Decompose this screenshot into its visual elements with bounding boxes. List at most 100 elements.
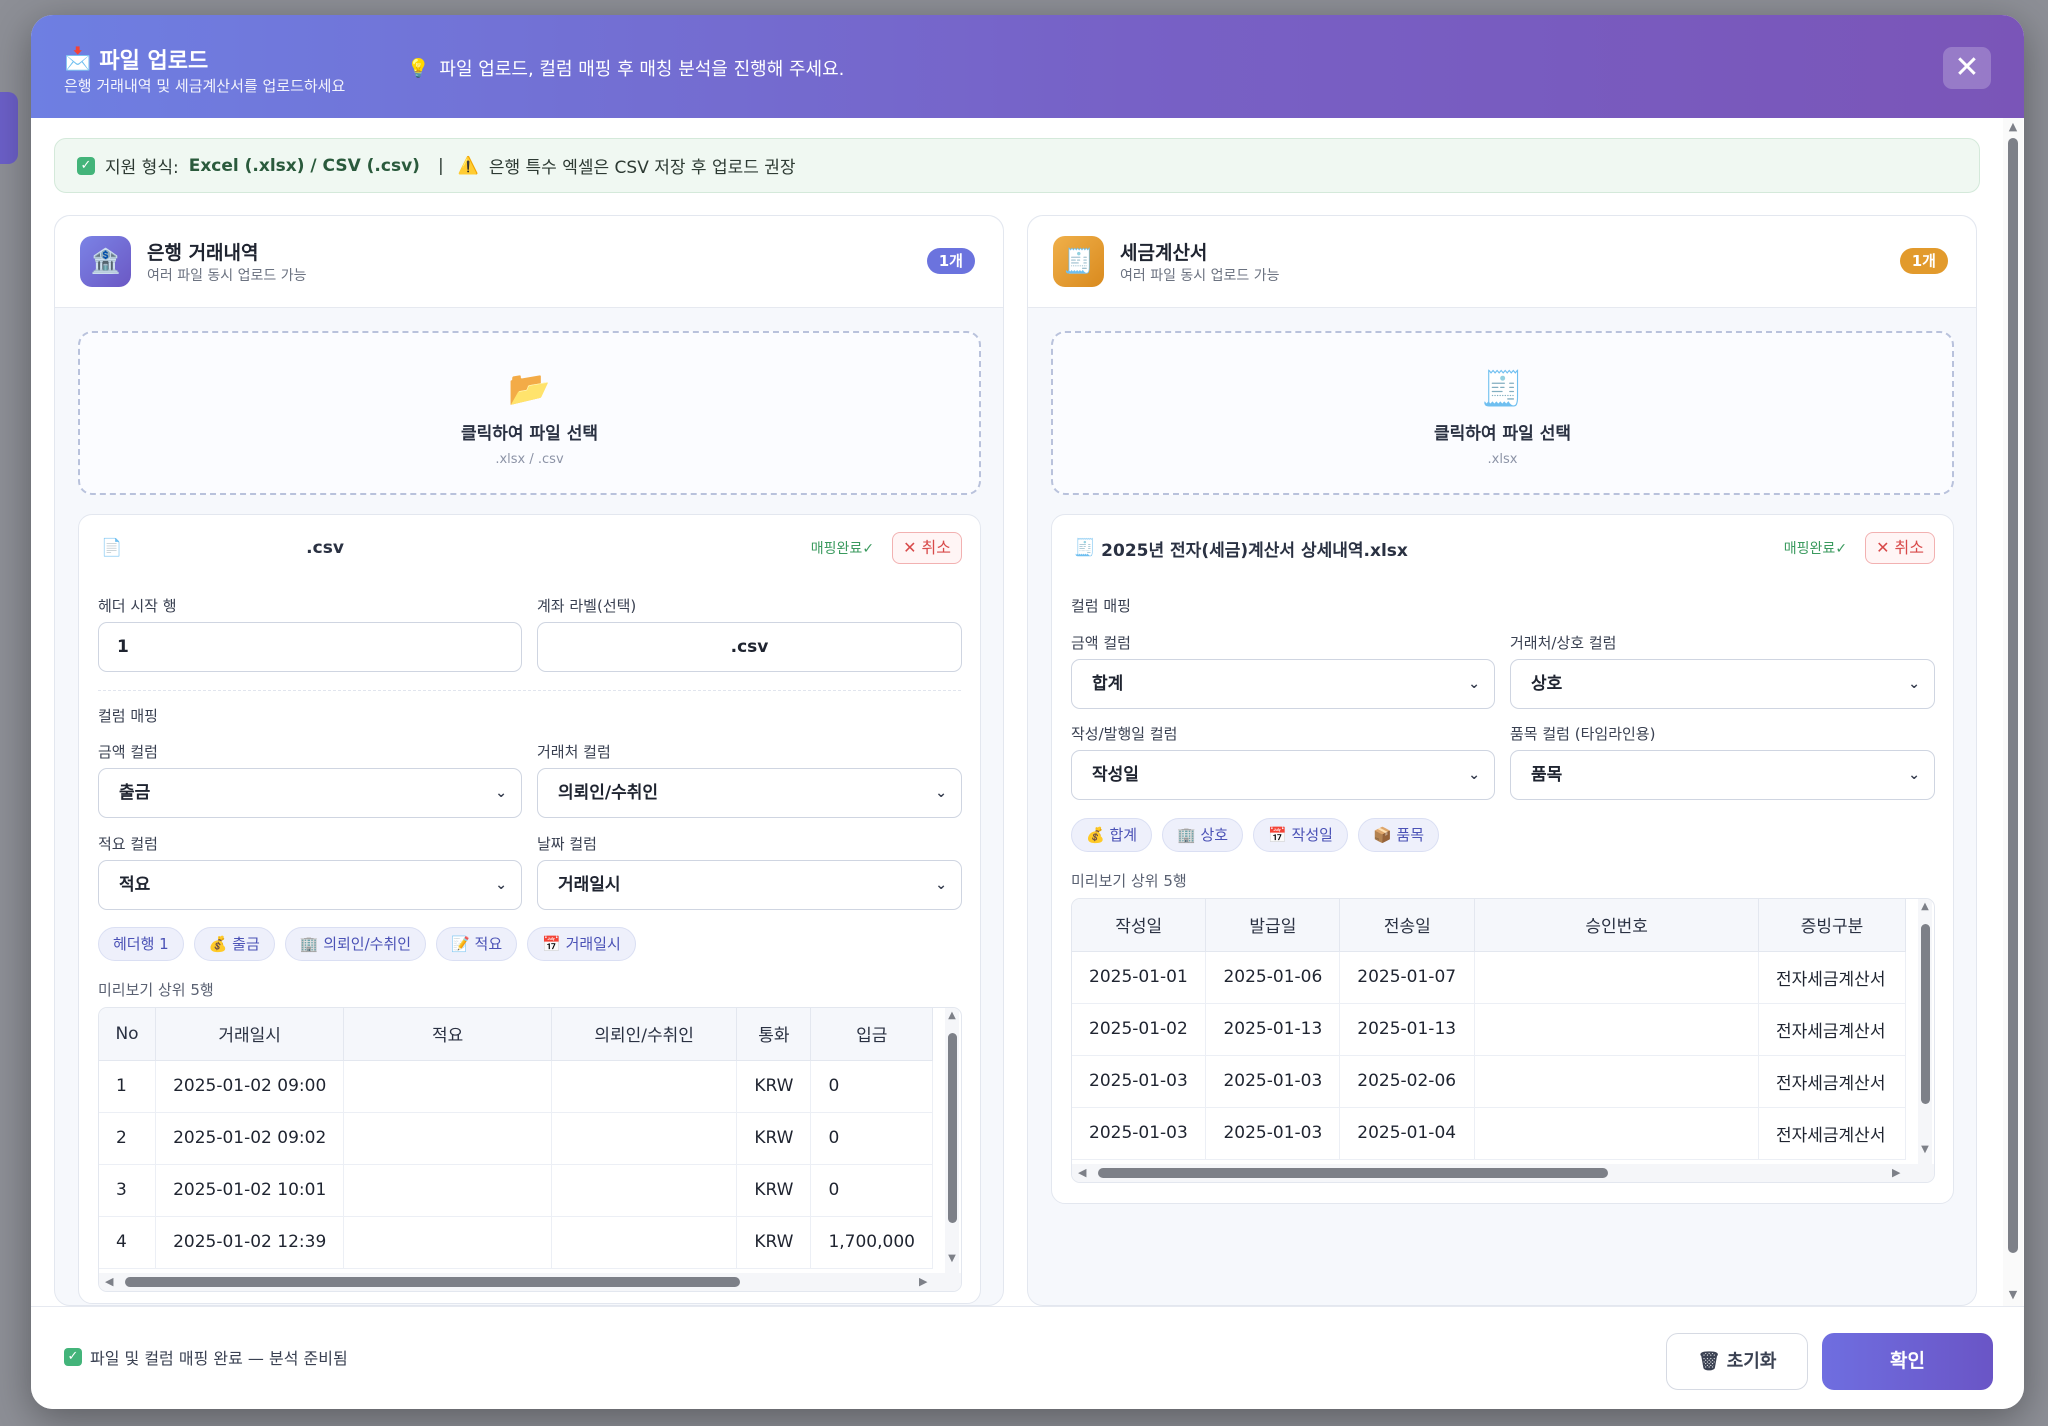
column-header: No — [99, 1008, 157, 1061]
tax-party-column-label: 거래처/상호 컬럼 — [1510, 634, 1617, 652]
tax-amount-column-select[interactable]: 합계 ⌄ — [1071, 659, 1495, 709]
scrollbar-thumb[interactable] — [2008, 138, 2018, 1253]
table-cell: 4 — [99, 1216, 157, 1269]
column-header: 작성일 — [1072, 899, 1207, 952]
tax-panel-subtitle: 여러 파일 동시 업로드 가능 — [1120, 268, 1280, 284]
table-cell — [1474, 951, 1759, 1004]
chevron-down-icon: ⌄ — [495, 877, 507, 893]
tax-cancel-button[interactable]: ✕ 취소 — [1865, 532, 1935, 564]
tax-party-column-value: 상호 — [1531, 674, 1563, 694]
tax-date-column-select[interactable]: 작성일 ⌄ — [1071, 750, 1495, 800]
tax-mapping-chips: 💰 합계 🏢 상호 📅 작성일 📦 품목 — [1071, 818, 1439, 852]
scrollbar-thumb[interactable] — [1921, 924, 1930, 1104]
table-cell — [551, 1164, 738, 1217]
tax-table-vertical-scrollbar[interactable]: ▲ ▼ — [1918, 899, 1932, 1164]
bank-table-horizontal-scrollbar[interactable]: ◀ ▶ — [99, 1273, 961, 1291]
table-row: 4 2025-01-02 12:39 KRW 1,700,000 — [99, 1216, 933, 1269]
format-warning: 은행 특수 엑셀은 CSV 저장 후 업로드 권장 — [488, 158, 796, 178]
table-cell: 0 — [810, 1060, 933, 1113]
tax-dropzone-formats: .xlsx — [1487, 452, 1518, 467]
table-cell: 2 — [99, 1112, 157, 1165]
bank-table-vertical-scrollbar[interactable]: ▲ ▼ — [945, 1008, 959, 1273]
table-cell: KRW — [736, 1164, 812, 1217]
table-cell — [551, 1060, 738, 1113]
tax-party-column-select[interactable]: 상호 ⌄ — [1510, 659, 1935, 709]
tax-item-column-select[interactable]: 품목 ⌄ — [1510, 750, 1935, 800]
tax-file-row: 🧾 2025년 전자(세금)계산서 상세내역.xlsx 매핑완료✓ ✕ 취소 — [1074, 531, 1935, 565]
table-cell: KRW — [736, 1216, 812, 1269]
bank-amount-column-select[interactable]: 출금 ⌄ — [98, 768, 522, 818]
scroll-down-arrow-icon[interactable]: ▼ — [1921, 1144, 1929, 1155]
tax-amount-column-label: 금액 컬럼 — [1071, 634, 1131, 652]
table-cell — [343, 1216, 552, 1269]
bank-mapping-status: 매핑완료✓ — [810, 541, 875, 557]
scroll-right-arrow-icon[interactable]: ▶ — [1892, 1166, 1901, 1179]
column-header: 입금 — [810, 1008, 933, 1061]
table-cell — [1474, 1107, 1759, 1160]
column-header: 승인번호 — [1474, 899, 1759, 952]
tax-table-horizontal-scrollbar[interactable]: ◀ ▶ — [1072, 1164, 1934, 1182]
mapping-chip: 🏢 의뢰인/수취인 — [284, 927, 427, 961]
warning-icon: ⚠️ — [457, 155, 479, 176]
table-row: 1 2025-01-02 09:00 KRW 0 — [99, 1060, 933, 1113]
table-cell: 2025-01-02 — [1072, 1003, 1207, 1056]
bank-panel: 🏦 은행 거래내역 여러 파일 동시 업로드 가능 1개 📂 클릭하여 파일 선… — [54, 215, 1004, 1306]
column-header: 증빙구분 — [1758, 899, 1907, 952]
table-row: 2025-01-01 2025-01-06 2025-01-07 전자세금계산서 — [1072, 951, 1907, 1004]
scrollbar-thumb[interactable] — [1098, 1168, 1608, 1178]
tax-preview-label: 미리보기 상위 5행 — [1071, 872, 1187, 890]
table-cell — [551, 1216, 738, 1269]
bank-panel-title: 은행 거래내역 — [147, 242, 259, 264]
table-cell: 1,700,000 — [810, 1216, 933, 1269]
scroll-down-arrow-icon[interactable]: ▼ — [948, 1253, 956, 1264]
table-cell: 2025-01-01 — [1072, 951, 1207, 1004]
chevron-down-icon: ⌄ — [495, 785, 507, 801]
tax-panel-header: 🧾 세금계산서 여러 파일 동시 업로드 가능 1개 — [1028, 216, 1976, 308]
scroll-up-arrow-icon[interactable]: ▲ — [2008, 120, 2018, 133]
close-button[interactable]: ✕ — [1943, 47, 1991, 89]
header-row-input[interactable]: 1 — [98, 622, 522, 672]
scroll-down-arrow-icon[interactable]: ▼ — [2008, 1288, 2018, 1301]
tax-panel-title: 세금계산서 — [1120, 242, 1208, 264]
header-row-label: 헤더 시작 행 — [98, 597, 177, 615]
table-cell: 2025-01-03 — [1205, 1055, 1341, 1108]
bank-party-column-select[interactable]: 의뢰인/수취인 ⌄ — [537, 768, 962, 818]
column-header: 적요 — [343, 1008, 552, 1061]
modal-header: 📩 파일 업로드 은행 거래내역 및 세금계산서를 업로드하세요 💡 파일 업로… — [31, 15, 2024, 118]
bank-date-column-select[interactable]: 거래일시 ⌄ — [537, 860, 962, 910]
inbox-icon: 📩 — [64, 46, 92, 72]
scrollbar-thumb[interactable] — [948, 1033, 957, 1223]
scroll-right-arrow-icon[interactable]: ▶ — [919, 1275, 928, 1288]
tax-item-column-value: 품목 — [1531, 765, 1563, 785]
bank-amount-column-label: 금액 컬럼 — [98, 743, 158, 761]
bank-file-dropzone[interactable]: 📂 클릭하여 파일 선택 .xlsx / .csv — [78, 331, 981, 495]
account-label-input[interactable]: .csv — [537, 622, 962, 672]
table-cell: 2025-01-03 — [1205, 1107, 1341, 1160]
tax-invoice-panel: 🧾 세금계산서 여러 파일 동시 업로드 가능 1개 🧾 클릭하여 파일 선택 … — [1027, 215, 1977, 1306]
table-cell: 0 — [810, 1164, 933, 1217]
table-cell — [551, 1112, 738, 1165]
reset-button[interactable]: 🗑 초기화 — [1666, 1333, 1808, 1390]
table-cell — [1474, 1003, 1759, 1056]
bank-date-column-label: 날짜 컬럼 — [537, 835, 597, 853]
tax-item-column-label: 품목 컬럼 (타임라인용) — [1510, 725, 1656, 743]
table-cell: 2025-01-13 — [1205, 1003, 1341, 1056]
scrollbar-thumb[interactable] — [125, 1277, 740, 1287]
scroll-up-arrow-icon[interactable]: ▲ — [948, 1010, 956, 1021]
mapping-chip: 💰 출금 — [193, 927, 275, 961]
bank-memo-column-select[interactable]: 적요 ⌄ — [98, 860, 522, 910]
confirm-button[interactable]: 확인 — [1822, 1333, 1993, 1390]
bank-dropzone-label: 클릭하여 파일 선택 — [461, 424, 598, 444]
bank-cancel-button[interactable]: ✕ 취소 — [892, 532, 962, 564]
tax-file-dropzone[interactable]: 🧾 클릭하여 파일 선택 .xlsx — [1051, 331, 1954, 495]
scroll-up-arrow-icon[interactable]: ▲ — [1921, 901, 1929, 912]
modal-vertical-scrollbar[interactable]: ▲ ▼ — [2003, 118, 2023, 1306]
chevron-down-icon: ⌄ — [1908, 676, 1920, 692]
scroll-left-arrow-icon[interactable]: ◀ — [105, 1275, 114, 1288]
table-cell: 전자세금계산서 — [1758, 951, 1907, 1004]
scroll-left-arrow-icon[interactable]: ◀ — [1078, 1166, 1087, 1179]
bank-panel-subtitle: 여러 파일 동시 업로드 가능 — [147, 268, 307, 284]
chevron-down-icon: ⌄ — [935, 785, 947, 801]
tax-column-mapping-label: 컬럼 매핑 — [1071, 597, 1131, 615]
mapping-chip: 💰 합계 — [1071, 818, 1153, 852]
